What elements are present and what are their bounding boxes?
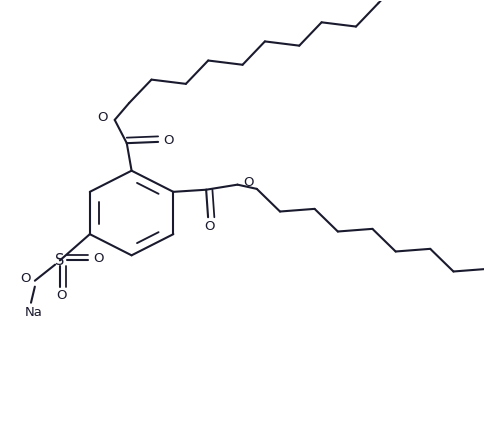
Text: O: O bbox=[93, 252, 104, 265]
Text: O: O bbox=[20, 272, 30, 285]
Text: O: O bbox=[56, 289, 66, 302]
Text: O: O bbox=[97, 111, 107, 124]
Text: O: O bbox=[204, 220, 215, 233]
Text: O: O bbox=[163, 134, 174, 147]
Text: S: S bbox=[55, 253, 64, 268]
Text: Na: Na bbox=[24, 305, 42, 319]
Text: O: O bbox=[242, 176, 253, 189]
